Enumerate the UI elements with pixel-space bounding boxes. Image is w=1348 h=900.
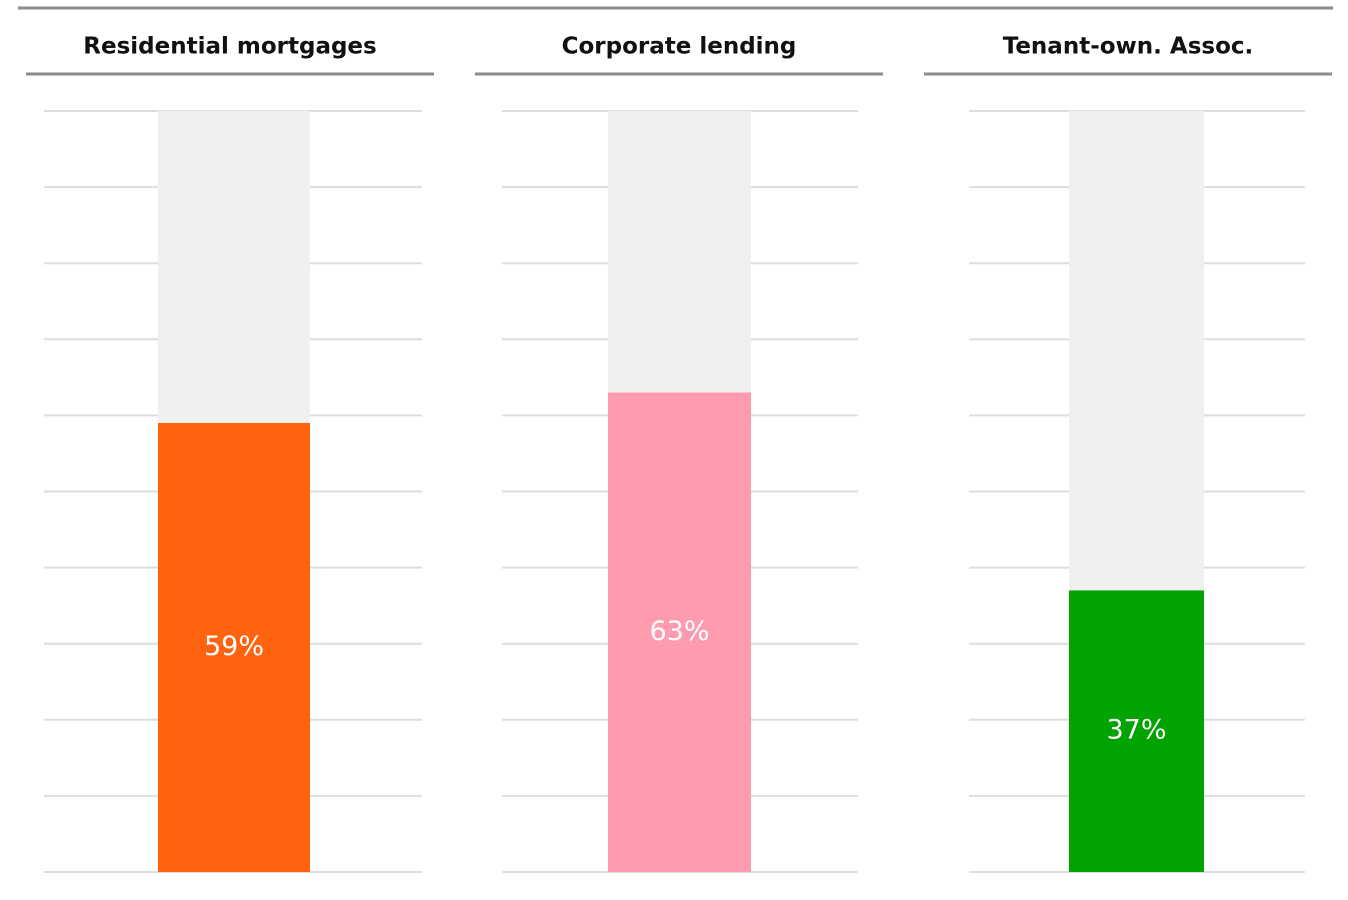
chart-title: Residential mortgages	[83, 34, 376, 60]
bar	[1069, 590, 1204, 872]
chart-title: Corporate lending	[562, 34, 797, 60]
bar	[158, 423, 310, 872]
bar	[608, 392, 751, 872]
value-label: 59%	[204, 631, 264, 662]
chart-title: Tenant-own. Assoc.	[1003, 34, 1254, 60]
value-label: 63%	[649, 616, 709, 647]
value-label: 37%	[1106, 715, 1166, 746]
